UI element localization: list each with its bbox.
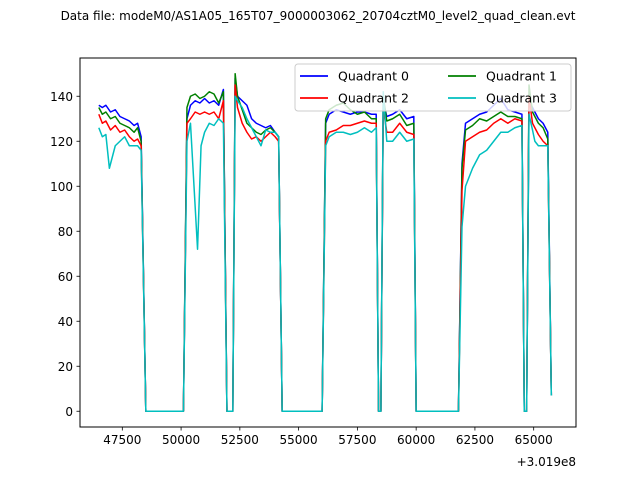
y-tick-label: 20 (58, 360, 73, 374)
legend-box (294, 63, 572, 112)
x-tick-label: 50000 (162, 433, 200, 447)
x-tick-label: 62500 (456, 433, 494, 447)
x-tick-label: 55000 (280, 433, 318, 447)
y-tick-label: 60 (58, 270, 73, 284)
y-tick-label: 100 (50, 180, 73, 194)
legend-label-quadrant-2: Quadrant 2 (338, 91, 409, 106)
legend-label-quadrant-1: Quadrant 1 (486, 69, 557, 84)
series-line-quadrant-3 (98, 91, 553, 412)
y-tick-label: 80 (58, 225, 73, 239)
x-offset-label: +3.019e8 (517, 455, 576, 469)
plot-frame (79, 57, 577, 428)
y-tick-label: 140 (50, 90, 73, 104)
y-tick-label: 120 (50, 135, 73, 149)
legend-label-quadrant-3: Quadrant 3 (486, 91, 557, 106)
x-tick-label: 52500 (221, 433, 259, 447)
legend-label-quadrant-0: Quadrant 0 (338, 69, 409, 84)
chart-title: Data file: modeM0/AS1A05_165T07_90000030… (61, 9, 576, 23)
x-tick-label: 65000 (515, 433, 553, 447)
x-tick-label: 60000 (397, 433, 435, 447)
x-tick-label: 57500 (338, 433, 376, 447)
y-tick-label: 40 (58, 315, 73, 329)
axis-layer: 47500 50000 52500 55000 57500 60000 62500 65000… (50, 90, 553, 447)
plot-area (80, 58, 576, 427)
y-tick-label: 0 (65, 405, 73, 419)
x-tick-label: 47500 (103, 433, 141, 447)
legend: Quadrant 0 Quadrant 1 Quadrant 2 Quadrant 3 (294, 63, 572, 112)
